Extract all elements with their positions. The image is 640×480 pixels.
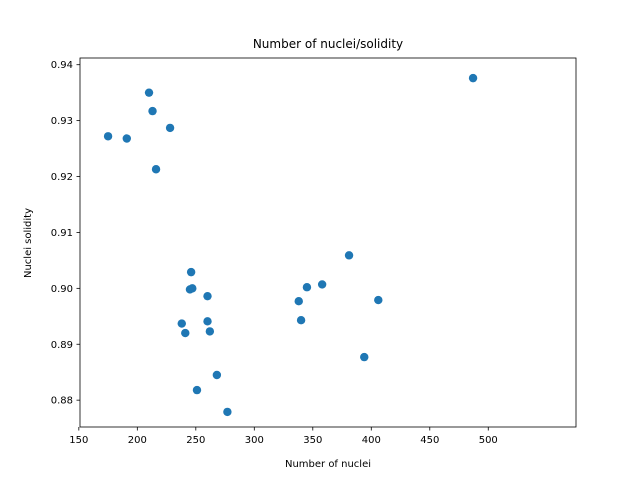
x-tick-label-400: 400 [362,435,381,446]
data-point-21 [344,251,354,260]
y-tick-label-0: 0.88 [51,396,73,407]
y-tick-label-6: 0.94 [51,60,73,71]
data-point-24 [468,73,478,83]
data-point-2 [144,88,154,97]
data-point-9 [186,267,196,277]
y-tick-label-4: 0.92 [51,172,73,183]
x-tick-label-350: 350 [303,435,322,446]
y-tick-label-3: 0.91 [51,228,73,239]
chart-title: Number of nuclei/solidity [253,37,403,51]
data-point-19 [302,283,312,292]
data-point-14 [205,327,215,336]
data-point-20 [317,280,327,289]
x-tick-label-250: 250 [186,435,205,446]
data-point-1 [122,134,131,143]
y-axis-label: Nuclei solidity [23,208,34,278]
data-point-11 [192,385,202,395]
data-point-7 [181,328,190,338]
y-tick-label-5: 0.93 [51,116,73,127]
y-tick-label-1: 0.89 [51,340,73,351]
data-point-13 [203,317,212,326]
x-tick-label-500: 500 [479,435,498,446]
x-tick-label-150: 150 [69,435,88,446]
data-point-18 [296,316,306,325]
x-tick-label-300: 300 [245,435,264,446]
plot-frame [79,57,577,428]
data-point-17 [294,297,303,306]
data-point-22 [360,352,369,362]
data-point-10 [188,284,197,293]
data-point-5 [165,123,175,133]
data-point-4 [151,165,161,174]
points-layer [103,73,478,417]
data-point-6 [177,319,186,328]
data-point-12 [203,291,212,301]
x-axis-label: Number of nuclei [285,459,371,470]
data-point-15 [212,370,222,380]
data-point-3 [148,106,157,116]
x-tick-label-450: 450 [420,435,439,446]
data-point-23 [374,295,383,305]
data-point-16 [223,407,232,417]
axes-layer: 150 200 250 300 350 400 450 500 0.88 0.89 0.90 0.91… [51,57,577,446]
y-tick-label-2: 0.90 [51,284,73,295]
data-point-0 [103,132,113,141]
x-tick-label-200: 200 [128,435,147,446]
